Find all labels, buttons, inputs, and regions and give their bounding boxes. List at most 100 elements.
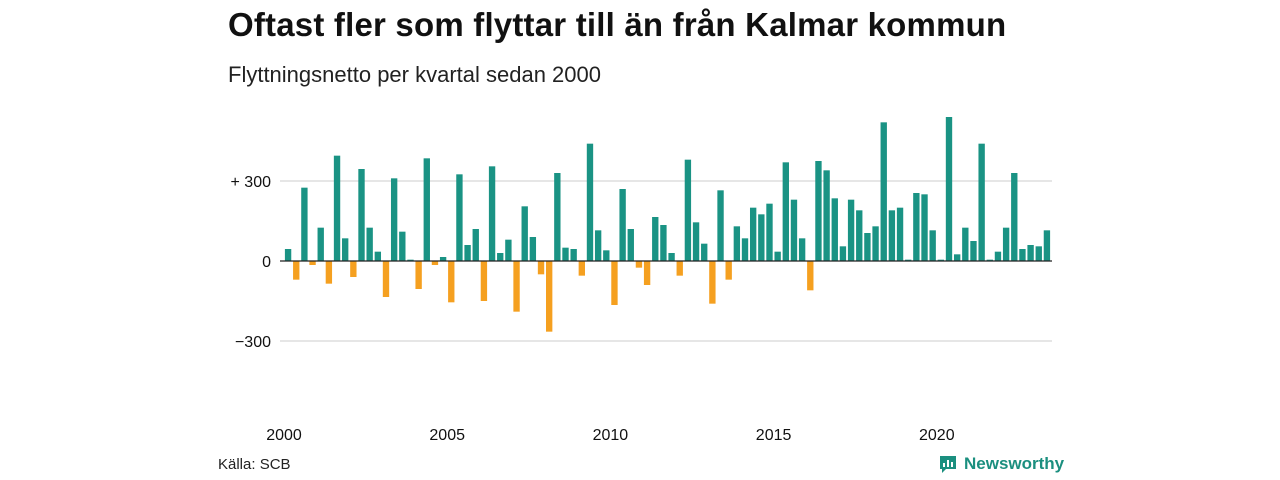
bar [986,259,993,261]
bar [1002,227,1010,261]
bar [390,178,398,261]
bar [464,245,471,261]
bar [317,227,324,261]
bar [905,259,912,261]
bar [472,229,479,261]
bar [815,161,822,261]
bar [293,261,300,280]
brand-logo[interactable]: Newsworthy [938,454,1064,474]
bar [325,261,333,284]
bar [537,261,545,275]
bar [521,206,528,261]
x-tick-label: 2020 [919,427,955,444]
bar [480,261,488,301]
bar [970,241,977,261]
bar [635,261,643,268]
bar [546,261,553,332]
y-axis-labels: −300 0 + 300 [231,174,272,351]
bar [758,214,765,261]
brand-name: Newsworthy [964,454,1065,473]
y-tick-label: 0 [262,254,271,271]
bar [913,193,920,261]
bar [415,261,422,289]
bar [1011,173,1018,261]
bar [896,207,904,261]
y-tick-label: + 300 [231,174,272,191]
bar [497,253,504,261]
bar [342,238,349,261]
newsworthy-logo-icon [940,456,956,473]
bar [652,217,659,261]
chart-title: Oftast fler som flyttar till än från Kal… [228,6,1007,43]
bar [643,261,651,285]
bar [701,243,708,261]
bar [448,261,455,303]
bar [929,230,936,261]
bar [733,226,741,261]
gridlines [280,180,1052,342]
bar [309,261,316,265]
x-tick-label: 2010 [593,427,629,444]
source-note: Källa: SCB [218,456,291,473]
x-tick-label: 2015 [756,427,792,444]
bar [374,251,382,261]
bar [1027,245,1034,261]
bar [823,170,830,261]
bar [741,238,749,261]
bar [831,198,838,261]
bar [798,238,806,261]
bar [880,122,887,261]
bar [1043,230,1051,261]
y-tick-label: −300 [235,334,271,351]
bars [284,117,1051,332]
bar [284,249,292,261]
x-tick-label: 2005 [429,427,465,444]
bar [953,254,961,261]
bar [888,210,896,261]
bar [864,233,871,261]
bar [676,261,683,276]
bar-chart: −300 0 + 300 2000 2005 2010 2015 2020 [231,117,1052,444]
bar [382,261,390,297]
bar [725,261,732,280]
bar [774,251,781,261]
bar [749,207,757,261]
bar [333,155,341,261]
bar [554,173,561,261]
bar [994,251,1002,261]
bar [856,210,863,261]
bar [839,246,847,261]
x-tick-label: 2000 [266,427,302,444]
bar [692,222,700,261]
bar [684,159,692,261]
bar [709,261,716,304]
bar [513,261,520,312]
bar [937,259,945,261]
bar [578,261,585,276]
bar [921,194,928,261]
x-axis-labels: 2000 2005 2010 2015 2020 [266,427,954,444]
bar [423,158,430,261]
bar [570,249,577,261]
bar [962,227,969,261]
bar [872,226,879,261]
bar [594,230,602,261]
bar [847,199,855,261]
bar [611,261,618,305]
bar [301,187,308,261]
bar [627,229,634,261]
bar [358,169,365,261]
bar [619,189,626,261]
bar [350,261,357,277]
bar [978,143,985,261]
bar [456,174,463,261]
bar [1035,246,1042,261]
bar [562,247,569,261]
bar [790,199,798,261]
bar [766,203,773,261]
chart-subtitle: Flyttningsnetto per kvartal sedan 2000 [228,62,602,87]
bar [603,250,610,261]
bar [586,143,594,261]
bar [488,166,496,261]
bar [782,162,789,261]
